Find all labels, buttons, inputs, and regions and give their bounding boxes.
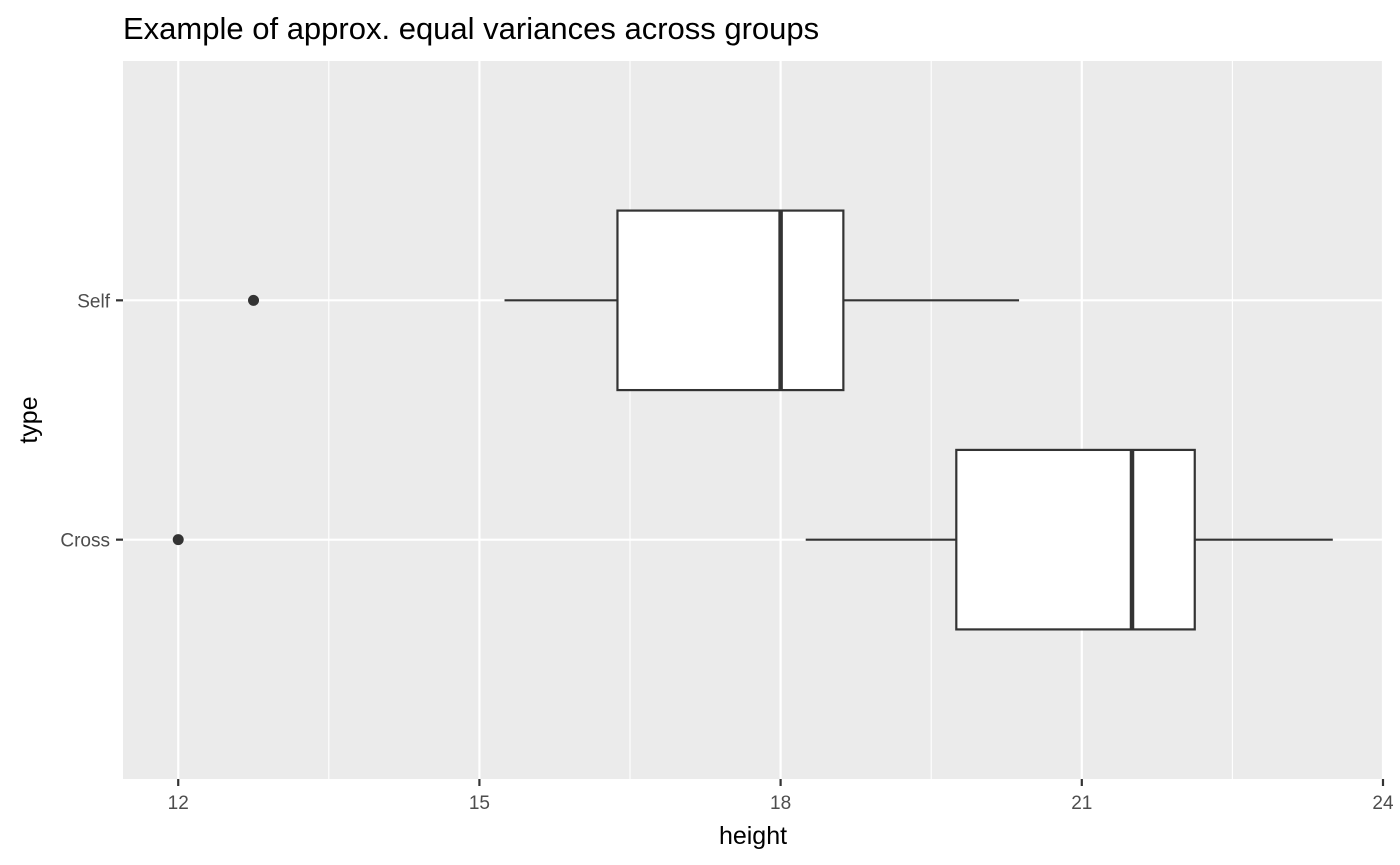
- plot-panel: [123, 61, 1383, 779]
- outlier-point: [172, 534, 184, 546]
- y-tick-label: Cross: [60, 531, 110, 552]
- boxplot-cross: [172, 448, 1333, 631]
- box-layer: [172, 209, 1333, 631]
- chart-title: Example of approx. equal variances acros…: [123, 11, 819, 46]
- x-tick-label: 12: [168, 793, 189, 814]
- x-axis-title: height: [719, 822, 787, 850]
- x-tick-label: 21: [1071, 793, 1092, 814]
- box-iqr: [955, 448, 1196, 631]
- y-tick-label: Self: [77, 291, 110, 312]
- x-tick-label: 15: [469, 793, 490, 814]
- box-iqr: [616, 209, 845, 392]
- outlier-point: [248, 294, 260, 306]
- boxplot-self: [248, 209, 1020, 392]
- axis-layer: 12 15 18 21 24 Cross Self: [60, 291, 1394, 814]
- x-tick-label: 24: [1372, 793, 1394, 814]
- x-tick-label: 18: [770, 793, 791, 814]
- y-axis-title: type: [15, 396, 43, 443]
